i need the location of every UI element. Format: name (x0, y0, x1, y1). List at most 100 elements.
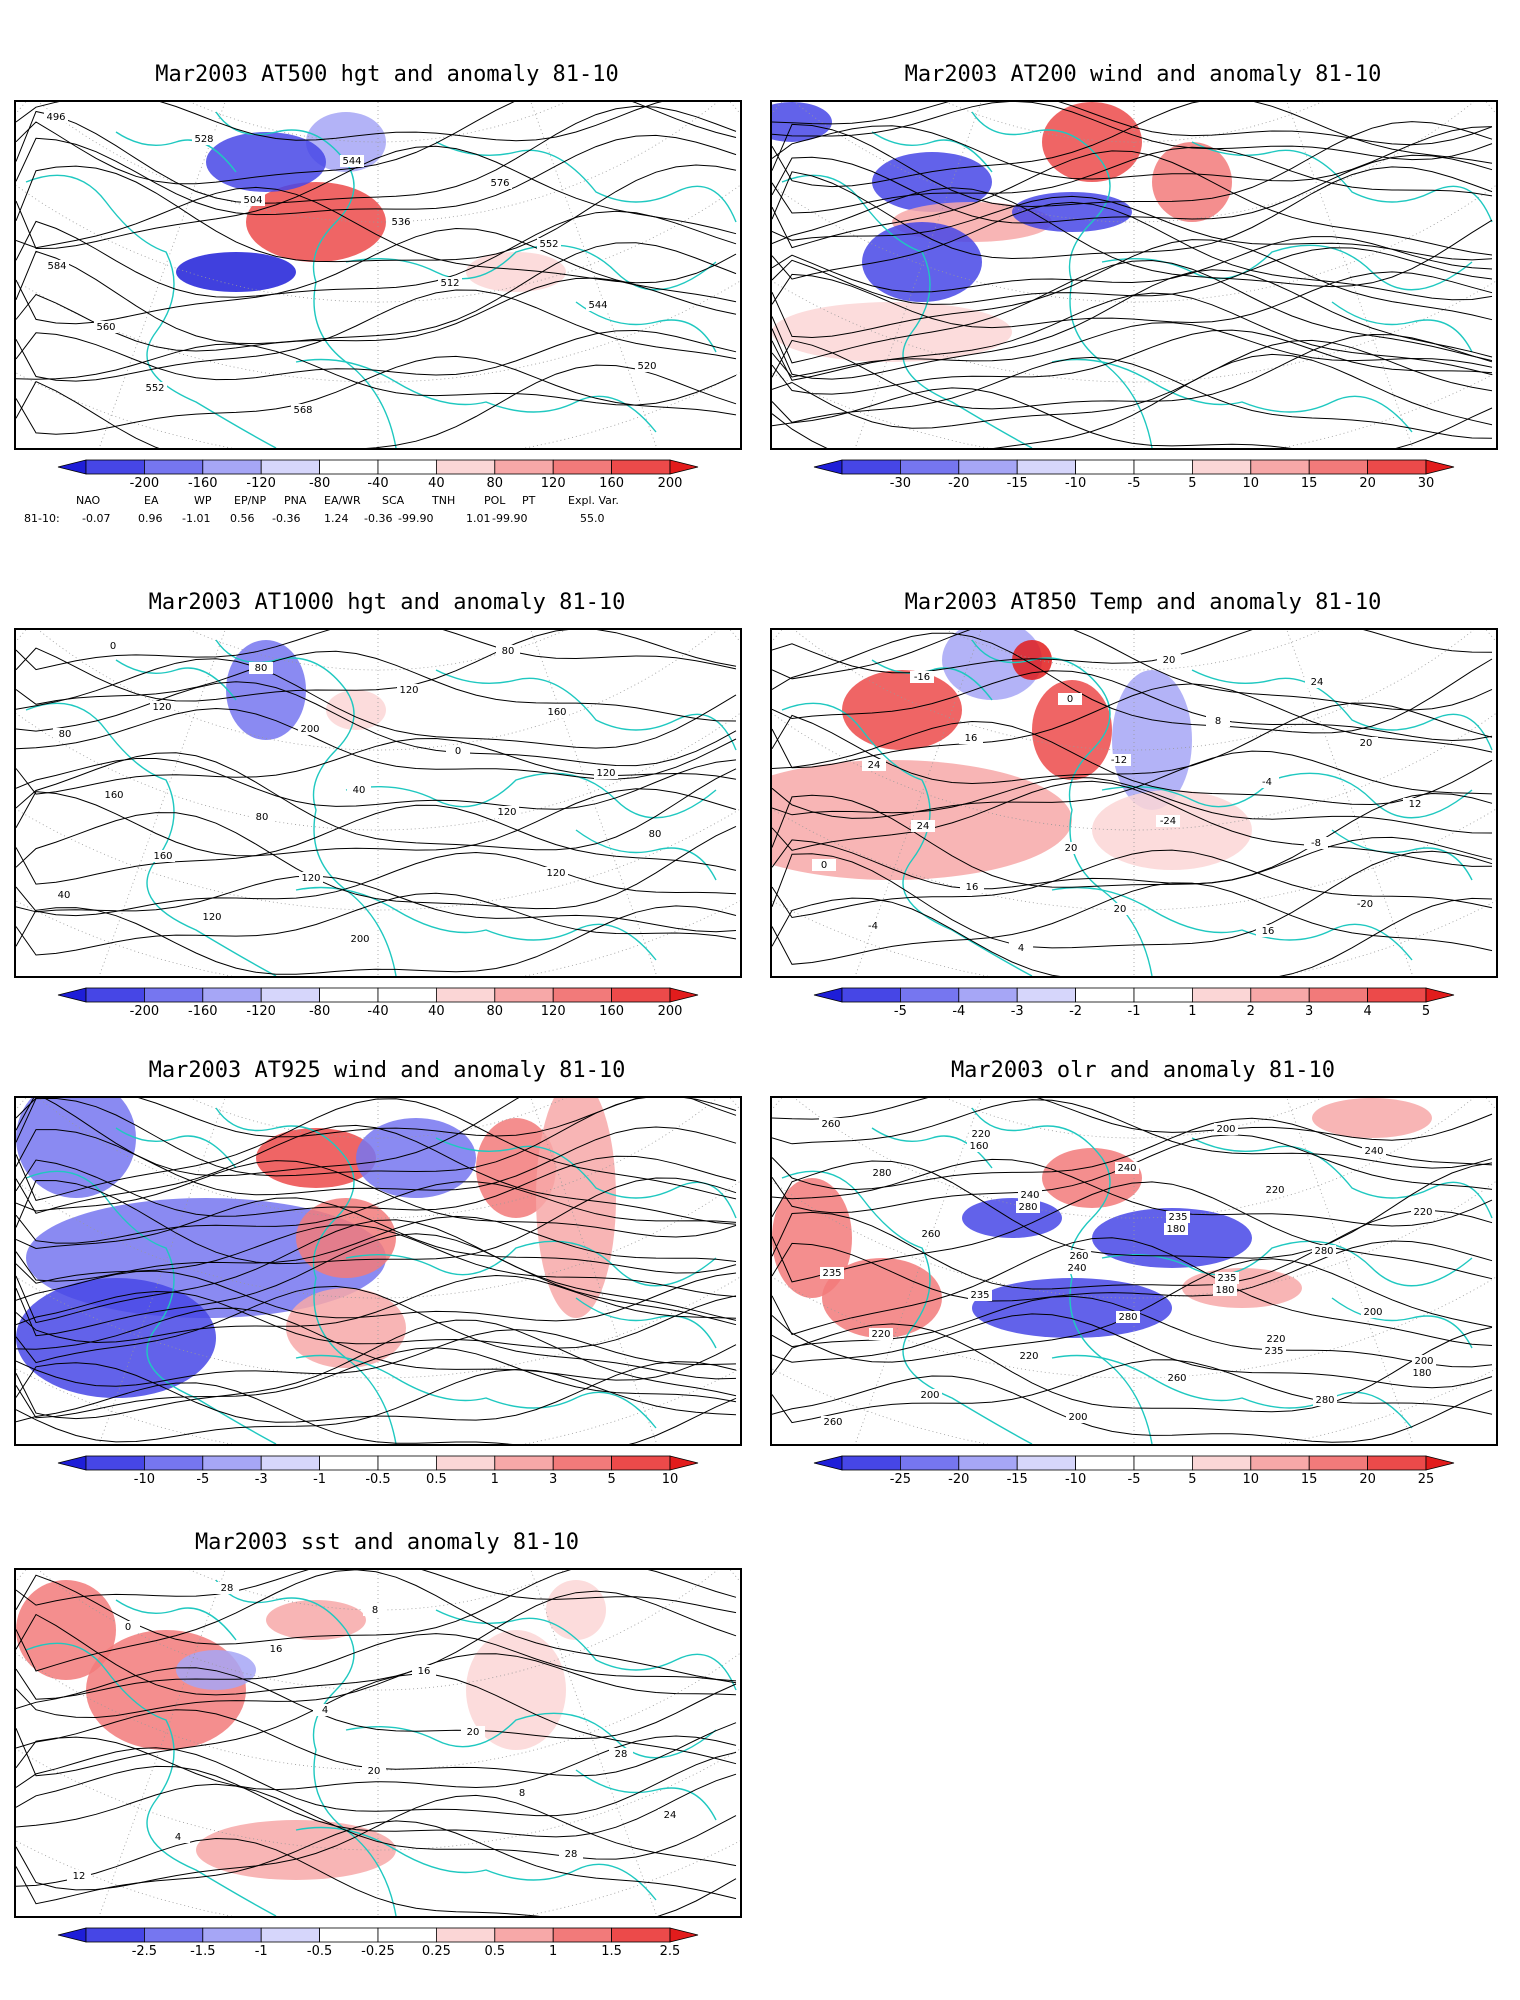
colorbar-swatch (958, 459, 1018, 475)
contour-line (772, 1237, 1493, 1346)
coastline (295, 358, 657, 433)
contour-label: 12 (1409, 799, 1422, 810)
contour-line (16, 1653, 737, 1719)
contour-label: 28 (565, 1849, 578, 1860)
anomaly-region (466, 1630, 566, 1750)
contour-label-bg (959, 732, 983, 744)
contour-line (16, 289, 737, 382)
contour-label-bg (488, 177, 512, 189)
index-value: -0.36 (364, 512, 393, 525)
index-value: -99.90 (398, 512, 434, 525)
colorbar-swatch (611, 1455, 671, 1471)
contour-line (772, 1323, 1493, 1413)
coastline (295, 1354, 657, 1429)
contour-label-bg (1059, 842, 1083, 854)
colorbar-tick-label: 5 (1421, 1004, 1431, 1019)
coastline (345, 1712, 717, 1759)
colorbar-tick-label: 0.25 (421, 1944, 451, 1959)
contour-label-bg (1305, 676, 1329, 688)
colorbar-arrow-right (1425, 1455, 1455, 1471)
colorbar-arrow-left (813, 1455, 843, 1471)
contour-label: -24 (1160, 816, 1176, 827)
contour-labels: 20 28 0 4 8 12 16 20 24 28 16 28 4 8 (67, 1582, 682, 1882)
colorbar-arrow-right (669, 1927, 699, 1943)
contour-label-bg (1066, 1411, 1090, 1423)
index-header: SCA (382, 494, 405, 507)
coastline (1101, 1240, 1473, 1287)
coastline (1331, 829, 1473, 881)
colorbar-tick-label: 15 (1300, 476, 1318, 491)
contour-label-bg (45, 260, 69, 272)
contour-label-bg (967, 1140, 991, 1152)
colorbar-swatch (900, 987, 960, 1003)
anomaly-region (356, 1118, 476, 1198)
colorbar-swatch (85, 459, 145, 475)
contour-label-bg (1017, 1350, 1041, 1362)
contour-label: 544 (342, 156, 361, 167)
coastline (115, 131, 237, 173)
contour-label-bg (313, 1704, 337, 1716)
colorbar-swatch (377, 987, 437, 1003)
colorbar-arrow-right (669, 987, 699, 1003)
contour-label-bg (264, 1643, 288, 1655)
contour-line (772, 333, 1493, 410)
contour-line (772, 236, 1493, 293)
map-at500: 496 504 512 520 528 536 544 552 544 552 560 568 576 5… (14, 100, 742, 450)
contour-label-bg (870, 1167, 894, 1179)
contour-line (772, 322, 1493, 378)
colorbar-swatch (1250, 1455, 1310, 1471)
anomaly-region (326, 690, 386, 730)
colorbar-swatch (85, 1927, 145, 1943)
colorbar-tick-label: 2.5 (659, 1944, 681, 1959)
contour-line (772, 356, 1493, 439)
colorbar-swatch (435, 1927, 496, 1943)
contour-label: 24 (664, 1810, 677, 1821)
colorbar-swatch (1133, 1455, 1193, 1471)
colorbar-tick-label: 120 (540, 476, 566, 491)
anomaly-region (862, 222, 982, 302)
contour-label-bg (215, 1582, 239, 1594)
colorbar-swatch (841, 987, 901, 1003)
contour-label-bg (559, 1848, 583, 1860)
contour-label-bg (1206, 715, 1230, 727)
contour-line (772, 850, 1493, 949)
contour-label-bg (1213, 1284, 1237, 1296)
contour-labels: 16 -24 -20 -16 -12 -8 -4 0 -4 0 4 8 12 16 20 20 24 20 24 24… (812, 654, 1427, 954)
colorbar-swatch (611, 987, 671, 1003)
contour-label-bg (362, 1765, 386, 1777)
panel-title: Mar2003 olr and anomaly 81-10 (950, 1058, 1336, 1083)
contour-line (16, 1633, 737, 1700)
coastline (971, 1107, 1153, 1444)
colorbar-tick-label: 30 (1417, 476, 1435, 491)
colorbar-tick-label: -80 (308, 1004, 331, 1019)
contour-label: 504 (243, 195, 262, 206)
panel-title: Mar2003 AT850 Temp and anomaly 81-10 (904, 590, 1382, 615)
colorbar-tick-label: -25 (889, 1472, 912, 1487)
coastline (1051, 358, 1413, 433)
contour-label: 280 (1314, 1246, 1333, 1257)
colorbar-swatch (1075, 459, 1135, 475)
colorbar-tick-label: 80 (486, 1004, 504, 1019)
contour-label-bg (150, 701, 174, 713)
contour-line (16, 1820, 737, 1905)
contour-line (16, 1837, 737, 1916)
contour-label: 120 (546, 868, 565, 879)
contour-label: 568 (293, 405, 312, 416)
colorbar: -25 -20 -15 -10 -5 5 10 15 20 25 (813, 1455, 1455, 1496)
colorbar-swatch (1133, 987, 1193, 1003)
index-header: NAO (76, 494, 101, 507)
contour-lines (16, 1098, 737, 1444)
contour-line (16, 1274, 737, 1344)
colorbar-tick-label: -1 (313, 1472, 327, 1487)
contour-line (772, 1240, 1493, 1302)
contour-line (16, 737, 737, 795)
coastline (25, 1170, 277, 1444)
contour-label: 0 (455, 746, 461, 757)
contour-label-bg (1412, 1355, 1436, 1367)
anomaly-region (226, 640, 306, 740)
contour-label-bg (1256, 925, 1280, 937)
contour-label: 20 (368, 1766, 381, 1777)
contour-line (772, 121, 1493, 208)
colorbar-swatch (1191, 987, 1252, 1003)
colorbar-arrow-left (57, 459, 87, 475)
